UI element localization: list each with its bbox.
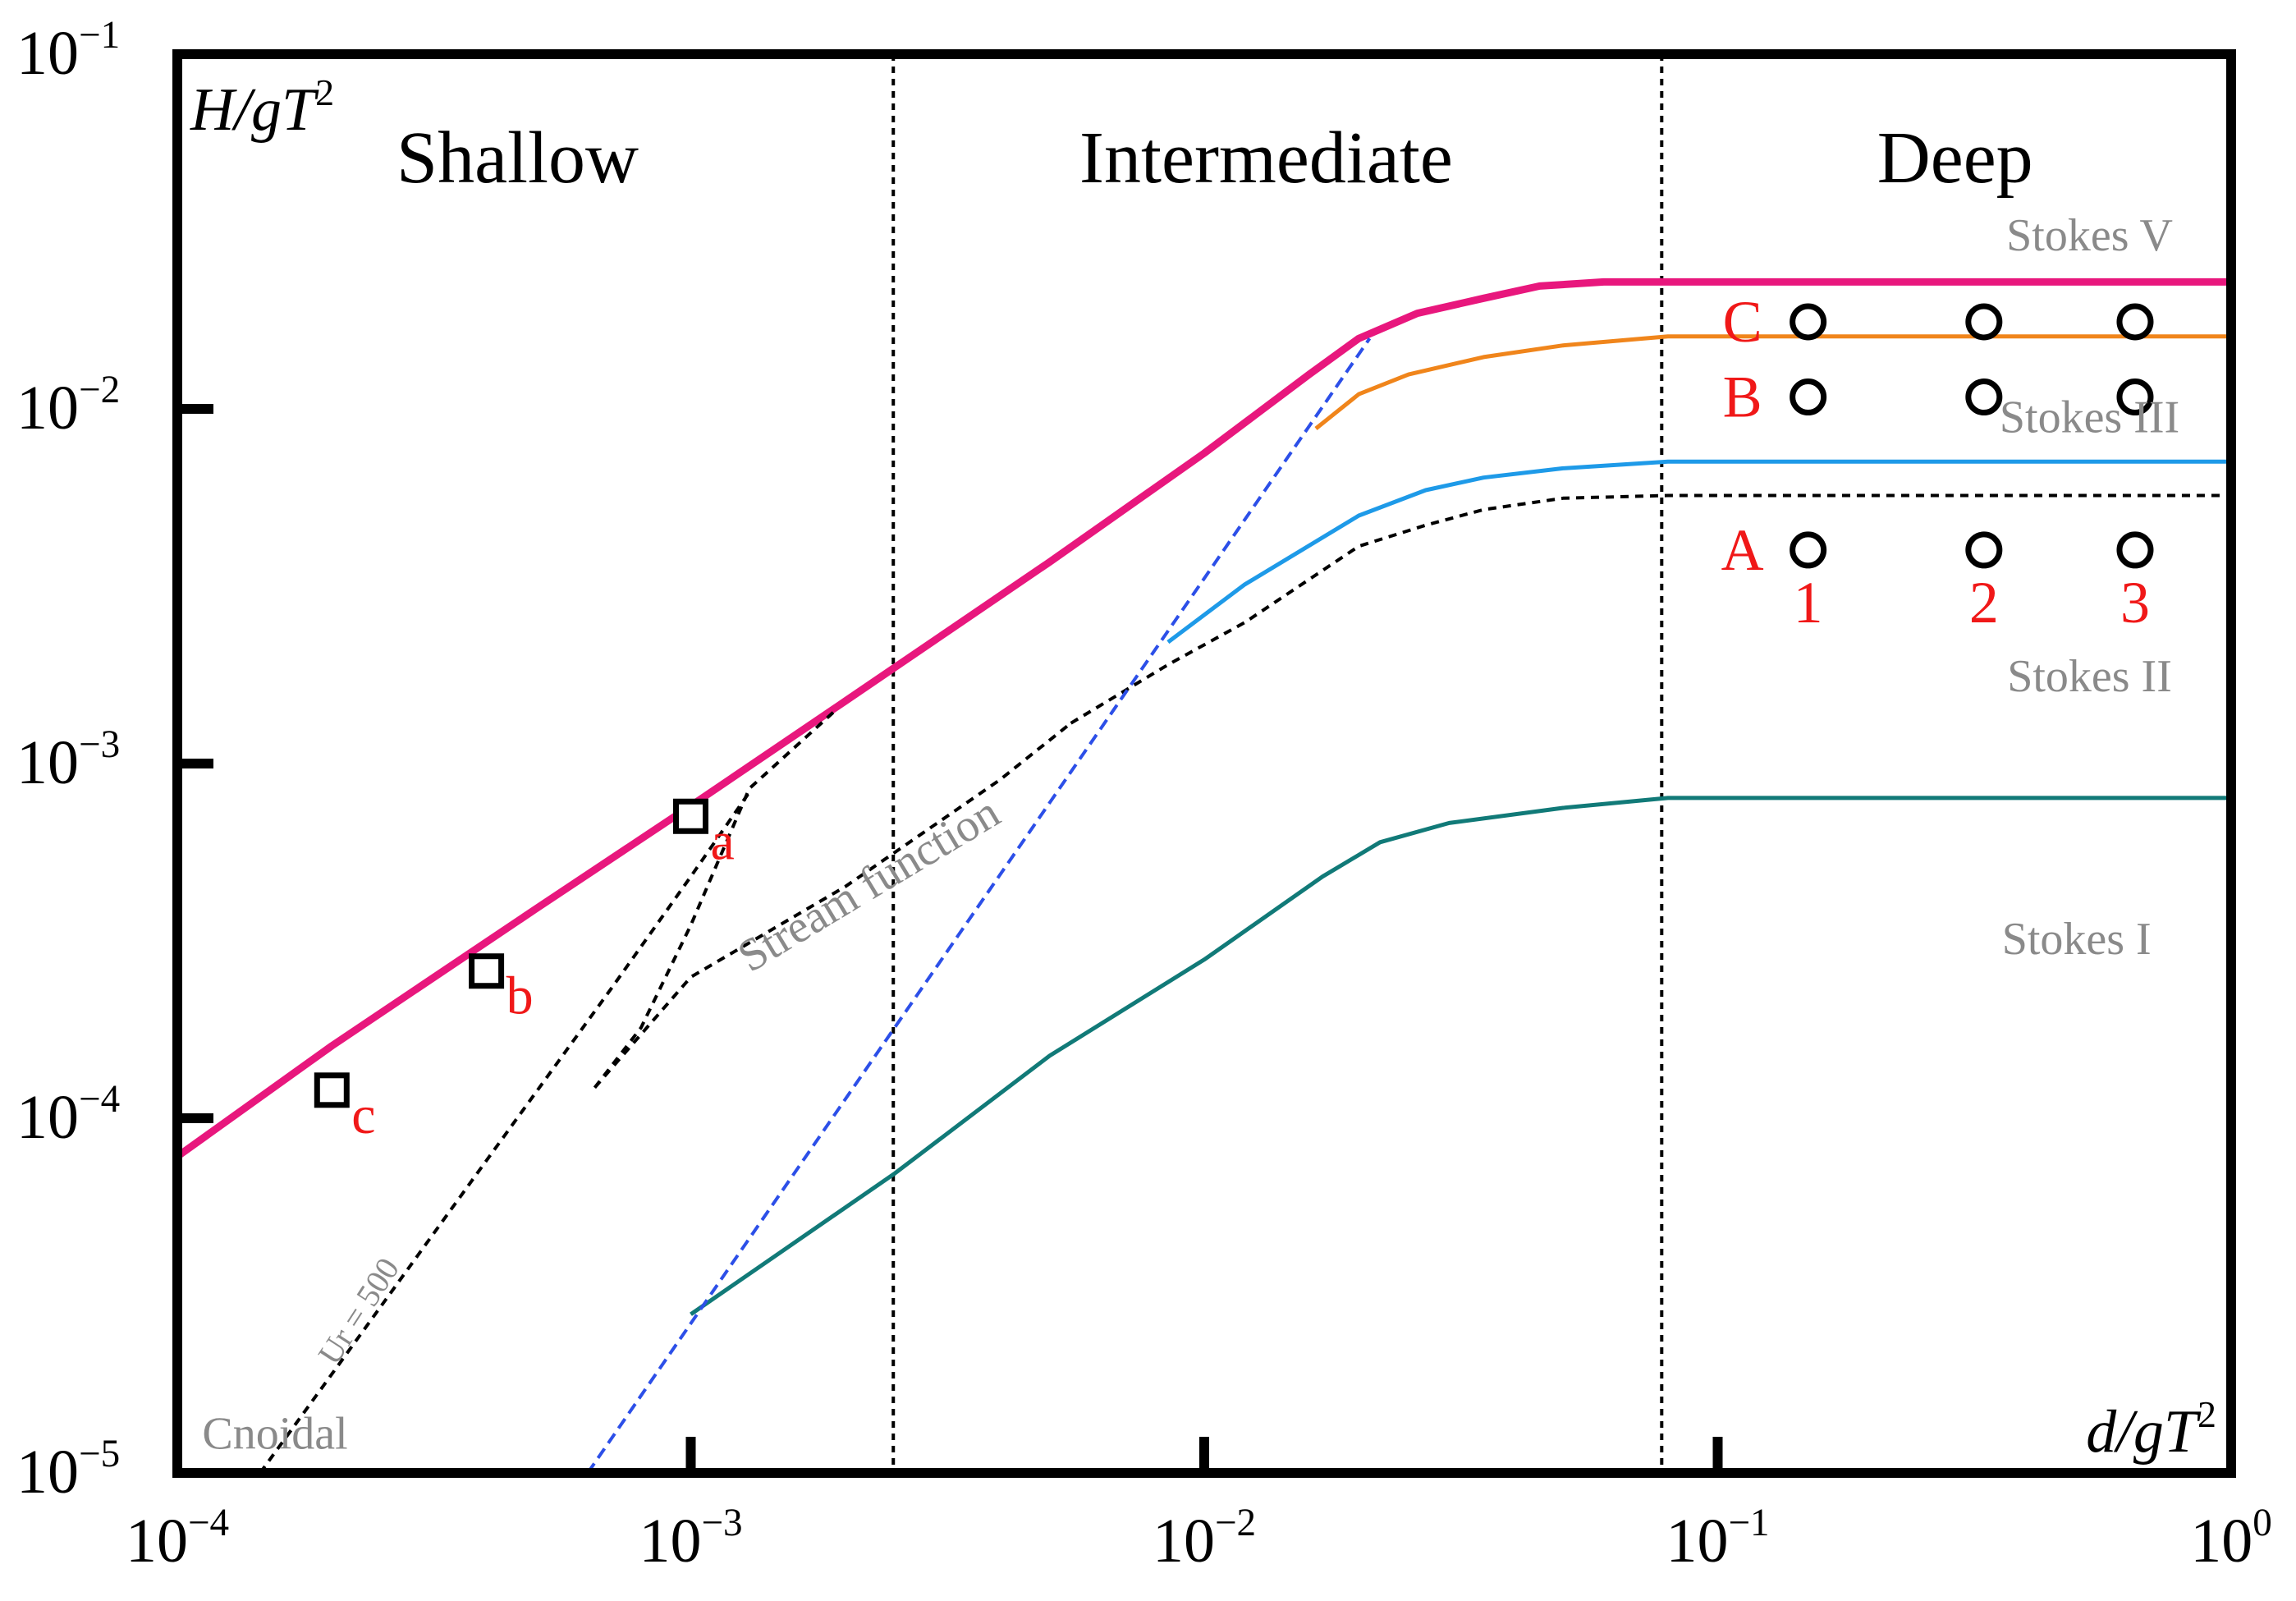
y-tick-label-2: 10−4 [16,1078,120,1152]
x-tick-label-3: 10−2 [1153,1502,1256,1576]
row-label-B: B [1723,365,1762,430]
series-line-7 [593,710,836,1089]
lab-case-marker-b [469,953,505,989]
series-line-9 [586,337,1372,1475]
y-tick-label-5: 10−1 [16,14,120,88]
theory-label-stokes-v: Stokes V [2006,210,2173,261]
series-lines [175,278,2231,1475]
lab-case-label-a: a [711,811,735,871]
region-label-shallow: Shallow [396,117,639,199]
test-point-C3 [2116,303,2154,341]
region-label-deep: Deep [1877,117,2033,199]
series-line-2 [1314,334,2231,430]
series-line-1 [175,278,2231,1160]
series-line-6 [259,791,751,1475]
test-point-B2 [1965,378,2003,416]
rotated-label-stream-function: Stream function [730,787,1009,982]
test-point-B1 [1790,378,1827,416]
row-label-A: A [1721,517,1764,583]
data-markers [314,303,2154,1108]
x-tick-label-4: 10−1 [1666,1502,1769,1576]
y-tick-label-4: 10−2 [16,369,120,443]
col-label-1: 1 [1794,570,1823,635]
test-point-A1 [1790,531,1827,569]
test-point-A2 [1965,531,2003,569]
y-tick-label-1: 10−5 [16,1433,120,1507]
series-line-5 [690,796,2231,1316]
lab-case-label-b: b [506,966,534,1026]
x-tick-label-1: 10−4 [126,1502,229,1576]
plot-frame [172,49,2236,1478]
theory-label-stokes-ii: Stokes II [2007,651,2172,702]
test-point-A3 [2116,531,2154,569]
theory-label-cnoidal: Cnoidal [202,1409,347,1460]
y-axis-title: H/gT2 [190,71,334,144]
rotated-label-ur-500: Ur = 500 [310,1251,406,1371]
region-boundaries [891,54,1664,1473]
test-point-C2 [1965,303,2003,341]
region-label-intermediate: Intermediate [1079,117,1453,199]
x-axis-title: d/gT2 [2086,1393,2216,1466]
test-point-C1 [1790,303,1827,341]
theory-label-stokes-i: Stokes I [2002,914,2152,965]
lab-case-marker-c [314,1072,350,1108]
lab-case-label-c: c [351,1085,375,1145]
lab-case-marker-a [673,798,708,834]
test-point-B3 [2116,378,2154,416]
series-line-3 [1166,459,2231,645]
theory-label-stokes-iii: Stokes III [2000,392,2179,443]
col-label-3: 3 [2120,570,2150,635]
y-tick-label-3: 10−3 [16,723,120,797]
x-tick-label-5: 100 [2190,1502,2272,1576]
x-tick-label-2: 10−3 [639,1502,742,1576]
col-label-2: 2 [1969,570,1999,635]
series-line-8 [593,722,1072,1090]
row-label-C: C [1723,289,1762,355]
